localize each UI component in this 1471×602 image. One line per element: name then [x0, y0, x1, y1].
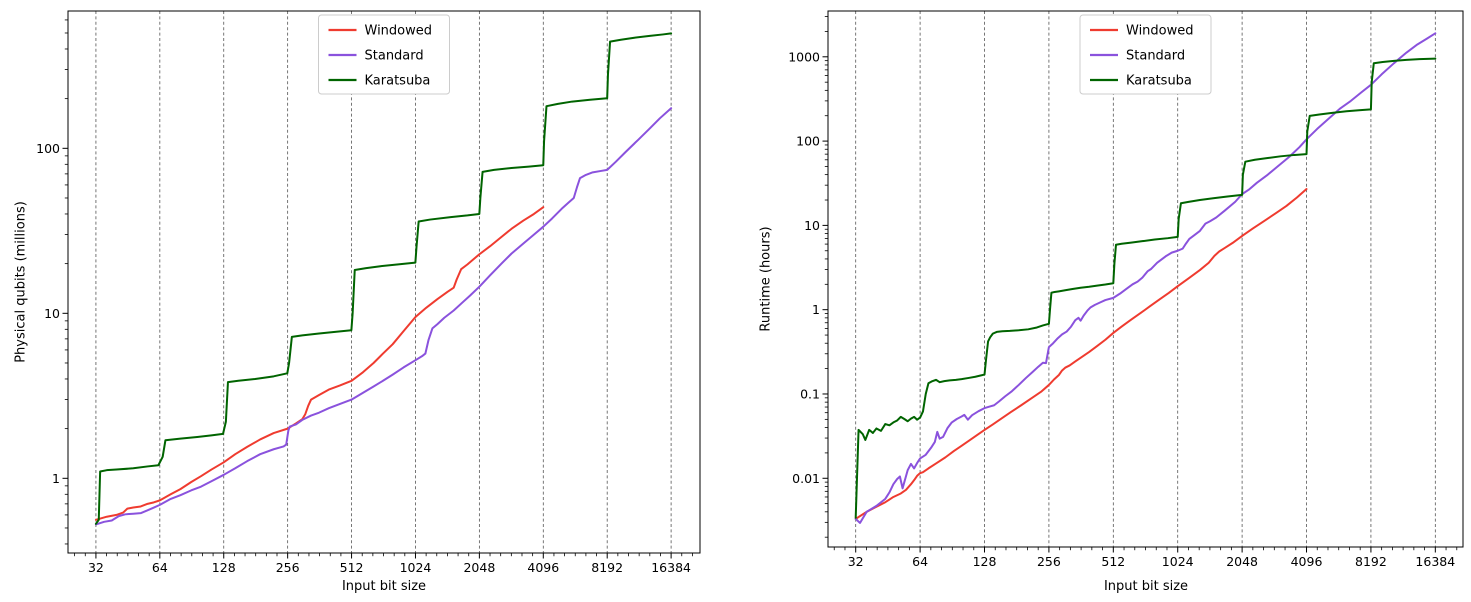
y-axis-label-right: Runtime (hours) — [758, 226, 774, 332]
y-tick-label-0.01: 0.01 — [792, 471, 820, 486]
legend-box: Windowed Standard Karatsuba — [1079, 14, 1212, 95]
axes-frame — [827, 10, 1464, 548]
legend-entry-windowed: Windowed — [328, 24, 433, 39]
x-axis-label-left: Input bit size — [341, 579, 427, 594]
x-tick-label-16384: 16384 — [651, 560, 691, 575]
y-tick-label-100: 100 — [36, 141, 60, 156]
x-tick-label-2048: 2048 — [463, 560, 495, 575]
legend-entry-karatsuba: Karatsuba — [1090, 74, 1192, 89]
x-tick-label-64: 64 — [152, 560, 168, 575]
legend-entry-windowed: Windowed — [1090, 24, 1194, 39]
y-tick-label-0.1: 0.1 — [800, 386, 820, 401]
x-tick-label-32: 32 — [88, 560, 104, 575]
y-tick-label-100: 100 — [796, 134, 820, 149]
y-tick-label-10: 10 — [804, 218, 820, 233]
y-axis-label-left: Physical qubits (millions) — [13, 201, 29, 363]
legend-entry-standard: Standard — [328, 49, 424, 64]
x-tick-label-128: 128 — [973, 554, 997, 569]
x-tick-label-64: 64 — [912, 554, 928, 569]
x-tick-label-16384: 16384 — [1415, 554, 1455, 569]
legend-label: Karatsuba — [365, 74, 431, 89]
series-line-standard — [854, 32, 1437, 524]
legend-label: Standard — [365, 49, 424, 64]
y-tick-label-1: 1 — [812, 302, 820, 317]
series-line-standard — [94, 107, 673, 526]
series-line-windowed — [854, 188, 1308, 520]
series-line-windowed — [94, 206, 545, 521]
right-chart: 32 64 128 256 512 1024 2048 4096 8192 16384 0.01 0.… — [788, 10, 1464, 569]
y-tick-label-10: 10 — [44, 306, 60, 321]
series-line-karatsuba — [94, 32, 673, 525]
x-tick-label-1024: 1024 — [400, 560, 432, 575]
legend-frame — [1079, 14, 1212, 95]
legend-entry-standard: Standard — [1090, 49, 1185, 64]
x-tick-label-4096: 4096 — [1291, 554, 1323, 569]
x-tick-label-128: 128 — [212, 560, 236, 575]
legend-label: Standard — [1126, 49, 1185, 64]
x-tick-label-512: 512 — [340, 560, 364, 575]
x-tick-label-512: 512 — [1101, 554, 1125, 569]
x-tick-label-8192: 8192 — [591, 560, 623, 575]
legend-label: Windowed — [365, 24, 433, 39]
x-tick-label-4096: 4096 — [527, 560, 559, 575]
series-line-karatsuba — [854, 57, 1437, 519]
legend-label: Windowed — [1126, 24, 1194, 39]
legend-label: Karatsuba — [1126, 74, 1192, 89]
axes-frame — [67, 10, 701, 554]
legend-box: Windowed Standard Karatsuba — [318, 14, 450, 95]
x-axis-label-right: Input bit size — [1103, 579, 1189, 594]
x-tick-label-256: 256 — [1037, 554, 1061, 569]
x-tick-label-1024: 1024 — [1162, 554, 1194, 569]
legend-frame — [318, 14, 450, 95]
x-tick-label-8192: 8192 — [1355, 554, 1387, 569]
x-tick-label-32: 32 — [848, 554, 864, 569]
y-tick-label-1000: 1000 — [788, 49, 820, 64]
legend-entry-karatsuba: Karatsuba — [328, 74, 431, 89]
y-tick-label-1: 1 — [52, 471, 60, 486]
left-chart: 32 64 128 256 512 1024 2048 4096 8192 16384 1 10 100… — [36, 10, 701, 575]
x-tick-label-256: 256 — [276, 560, 300, 575]
x-tick-label-2048: 2048 — [1226, 554, 1258, 569]
